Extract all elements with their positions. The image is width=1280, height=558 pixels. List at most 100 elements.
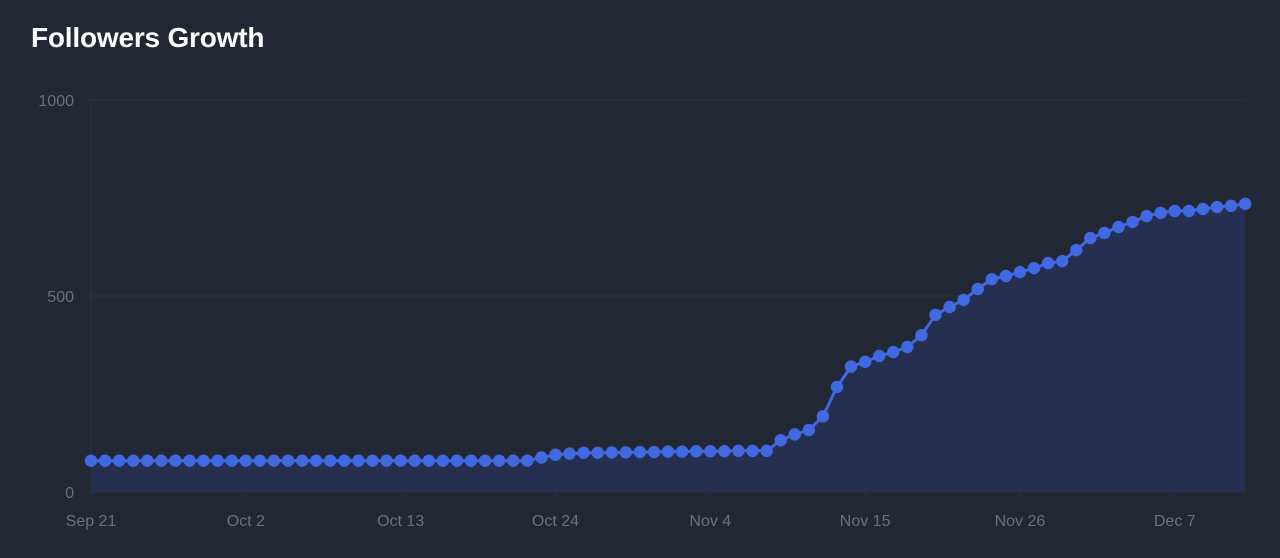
- data-markers: [84, 197, 1252, 467]
- data-point[interactable]: [887, 345, 900, 359]
- data-point[interactable]: [281, 454, 295, 467]
- data-point[interactable]: [1084, 231, 1097, 245]
- data-point[interactable]: [858, 355, 872, 369]
- data-point[interactable]: [929, 308, 942, 322]
- data-point[interactable]: [957, 293, 970, 307]
- chart-title: Followers Growth: [31, 22, 265, 53]
- x-tick-label: Dec 7: [1154, 513, 1196, 530]
- data-point[interactable]: [1027, 261, 1041, 275]
- data-point[interactable]: [633, 445, 647, 459]
- data-point[interactable]: [155, 454, 168, 467]
- data-point[interactable]: [1210, 200, 1224, 214]
- data-point[interactable]: [1013, 265, 1027, 279]
- data-point[interactable]: [901, 340, 914, 354]
- data-point[interactable]: [1098, 226, 1111, 240]
- data-point[interactable]: [183, 454, 196, 467]
- data-point[interactable]: [1041, 256, 1055, 270]
- data-point[interactable]: [704, 445, 717, 458]
- data-point[interactable]: [1224, 199, 1238, 213]
- data-point[interactable]: [647, 445, 661, 459]
- data-point[interactable]: [816, 410, 830, 423]
- data-point[interactable]: [690, 445, 703, 458]
- data-point[interactable]: [549, 448, 562, 461]
- data-point[interactable]: [985, 272, 998, 286]
- data-point[interactable]: [1168, 204, 1181, 218]
- data-point[interactable]: [943, 300, 956, 314]
- data-point[interactable]: [1196, 202, 1210, 216]
- data-point[interactable]: [774, 434, 787, 447]
- data-point[interactable]: [732, 444, 745, 458]
- data-point[interactable]: [788, 428, 801, 441]
- data-point[interactable]: [169, 454, 182, 467]
- y-tick-label: 0: [65, 485, 74, 502]
- data-point[interactable]: [1070, 243, 1083, 257]
- data-point[interactable]: [873, 349, 886, 363]
- data-point[interactable]: [746, 444, 759, 458]
- data-point[interactable]: [844, 360, 858, 373]
- data-point[interactable]: [127, 454, 140, 467]
- data-point[interactable]: [211, 454, 224, 467]
- data-point[interactable]: [1154, 206, 1167, 220]
- data-point[interactable]: [338, 454, 351, 467]
- data-point[interactable]: [619, 446, 633, 459]
- x-tick-label: Nov 26: [995, 513, 1046, 530]
- data-point[interactable]: [422, 454, 435, 467]
- data-point[interactable]: [98, 454, 112, 467]
- data-point[interactable]: [380, 454, 393, 467]
- x-tick-label: Sep 21: [66, 513, 117, 530]
- data-point[interactable]: [310, 454, 323, 467]
- data-point[interactable]: [478, 454, 492, 467]
- data-point[interactable]: [366, 454, 379, 467]
- area-fill: [91, 203, 1246, 492]
- data-point[interactable]: [591, 446, 604, 459]
- data-point[interactable]: [267, 454, 281, 467]
- data-point[interactable]: [141, 454, 154, 467]
- data-point[interactable]: [802, 423, 816, 437]
- data-point[interactable]: [1112, 220, 1125, 234]
- data-point[interactable]: [1238, 197, 1252, 211]
- data-point[interactable]: [830, 380, 844, 394]
- data-point[interactable]: [253, 454, 267, 467]
- data-point[interactable]: [394, 454, 407, 467]
- data-point[interactable]: [999, 269, 1013, 283]
- data-point[interactable]: [295, 454, 309, 467]
- data-point[interactable]: [492, 454, 506, 467]
- data-point[interactable]: [436, 454, 450, 467]
- y-axis: 0 500 1000: [38, 93, 74, 502]
- x-axis: Sep 21 Oct 2 Oct 13 Oct 24 Nov 4 Nov 15 Nov 26…: [66, 513, 1196, 530]
- data-point[interactable]: [225, 454, 238, 467]
- data-point[interactable]: [507, 454, 520, 467]
- data-point[interactable]: [577, 446, 590, 459]
- data-point[interactable]: [760, 444, 773, 458]
- data-point[interactable]: [661, 445, 675, 458]
- data-point[interactable]: [1140, 209, 1153, 223]
- data-point[interactable]: [112, 454, 126, 467]
- data-point[interactable]: [675, 445, 689, 458]
- x-tick-label: Oct 13: [377, 513, 424, 530]
- data-point[interactable]: [408, 454, 421, 467]
- x-tick-label: Nov 15: [840, 513, 891, 530]
- x-tick-label: Oct 2: [227, 513, 265, 530]
- x-tick-label: Oct 24: [532, 513, 579, 530]
- data-point[interactable]: [535, 451, 548, 464]
- data-point[interactable]: [197, 454, 210, 467]
- data-point[interactable]: [84, 454, 98, 467]
- data-point[interactable]: [1182, 204, 1196, 218]
- data-point[interactable]: [1126, 215, 1139, 229]
- data-point[interactable]: [605, 446, 618, 459]
- data-point[interactable]: [915, 329, 928, 342]
- x-tick-label: Nov 4: [689, 513, 731, 530]
- data-point[interactable]: [324, 454, 337, 467]
- data-point[interactable]: [464, 454, 478, 467]
- data-point[interactable]: [718, 445, 731, 458]
- data-point[interactable]: [450, 454, 464, 467]
- data-point[interactable]: [971, 282, 984, 296]
- data-point[interactable]: [521, 454, 534, 467]
- data-point[interactable]: [239, 454, 253, 467]
- data-point[interactable]: [563, 447, 576, 460]
- data-point[interactable]: [352, 454, 365, 467]
- y-tick-label: 1000: [38, 93, 74, 110]
- data-point[interactable]: [1055, 254, 1069, 268]
